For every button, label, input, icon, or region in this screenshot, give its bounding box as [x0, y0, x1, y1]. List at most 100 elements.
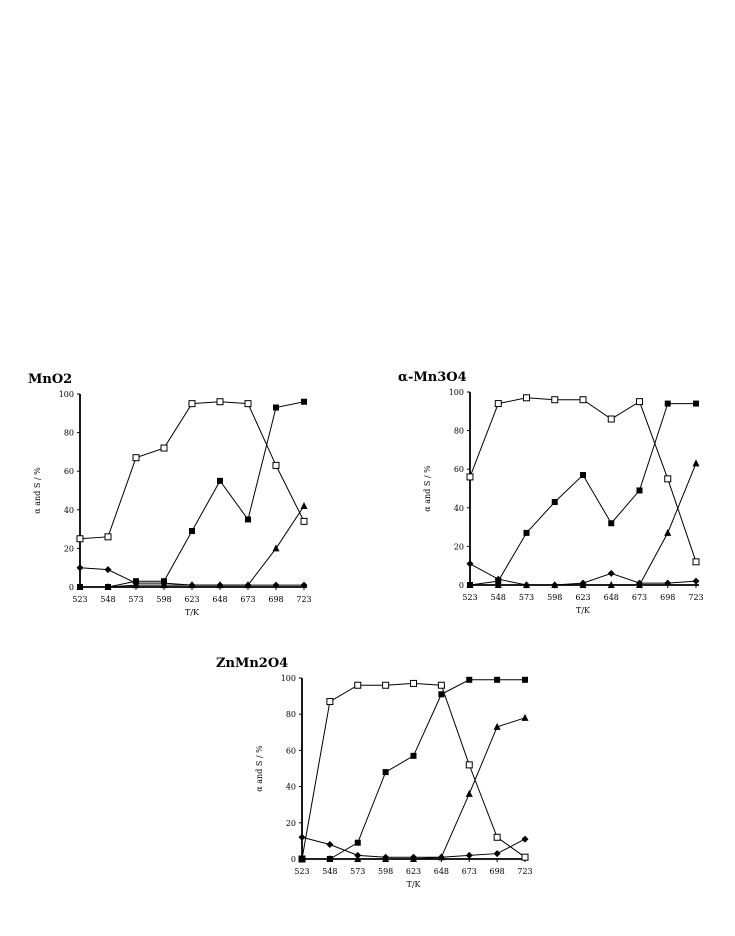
data-point-open-square — [607, 415, 615, 423]
data-point-open-square — [354, 681, 362, 689]
y-axis-label: α and S / % — [33, 467, 42, 514]
data-point-triangle — [664, 528, 672, 536]
x-tick-label: 598 — [547, 593, 562, 602]
y-tick-label: 0 — [291, 855, 296, 864]
data-point-open-square — [493, 833, 501, 841]
x-tick-label: 548 — [322, 867, 337, 876]
data-point-diamond — [465, 851, 473, 859]
x-tick-label: 573 — [519, 593, 534, 602]
x-tick-label: 523 — [462, 593, 477, 602]
data-point-diamond — [664, 579, 672, 587]
x-tick-label: 723 — [517, 867, 532, 876]
data-point-diamond — [607, 569, 615, 577]
x-tick-label: 598 — [378, 867, 393, 876]
data-point-open-square — [466, 473, 474, 481]
y-tick-label: 100 — [281, 674, 296, 683]
y-tick-label: 40 — [454, 504, 464, 513]
data-point-filled-square — [580, 471, 586, 478]
series-line-filled-square — [80, 401, 305, 588]
data-point-triangle — [493, 722, 501, 730]
data-point-filled-square — [354, 839, 361, 846]
x-tick-label: 598 — [156, 595, 171, 604]
data-point-filled-square — [273, 404, 279, 411]
data-point-open-square — [76, 535, 84, 543]
data-point-diamond — [244, 581, 252, 589]
x-tick-label: 548 — [100, 595, 115, 604]
y-tick-label: 80 — [64, 429, 74, 438]
data-point-open-square — [326, 698, 334, 706]
data-point-open-square — [664, 475, 672, 483]
data-point-open-square — [521, 853, 529, 861]
data-point-open-square — [188, 400, 196, 408]
data-point-diamond — [76, 564, 84, 572]
chart-title: MnO2 — [28, 372, 72, 387]
data-point-triangle — [692, 459, 700, 467]
data-point-diamond — [216, 581, 224, 589]
y-axis-label: α and S / % — [255, 745, 264, 792]
data-point-triangle — [521, 713, 529, 721]
data-point-diamond — [188, 581, 196, 589]
data-point-filled-square — [301, 398, 307, 405]
data-point-filled-square — [636, 487, 643, 494]
x-axis-label: T/K — [185, 608, 200, 617]
data-point-filled-square — [494, 676, 501, 683]
chart-title: α-Mn3O4 — [398, 370, 467, 385]
data-point-filled-square — [217, 477, 223, 484]
data-point-open-square — [132, 454, 140, 462]
chart-title: ZnMn2O4 — [216, 656, 288, 671]
y-tick-label: 20 — [454, 542, 464, 551]
x-tick-label: 698 — [489, 867, 504, 876]
data-point-filled-square — [466, 676, 473, 683]
data-point-diamond — [692, 577, 700, 585]
data-point-open-square — [300, 517, 308, 525]
x-tick-label: 523 — [72, 595, 87, 604]
x-tick-label: 673 — [240, 595, 255, 604]
x-tick-label: 673 — [462, 867, 477, 876]
data-point-filled-square — [551, 499, 558, 506]
data-point-diamond — [300, 581, 308, 589]
data-point-filled-square — [245, 516, 251, 523]
data-point-open-square — [636, 398, 643, 406]
y-tick-label: 60 — [454, 465, 464, 474]
data-point-diamond — [437, 853, 445, 861]
x-axis-label: T/K — [406, 880, 421, 889]
data-point-diamond — [298, 833, 306, 841]
data-point-triangle — [76, 583, 84, 590]
x-tick-label: 723 — [688, 593, 703, 602]
x-tick-label: 648 — [212, 595, 227, 604]
y-tick-label: 20 — [64, 544, 74, 553]
data-point-open-square — [382, 681, 390, 689]
data-point-diamond — [104, 566, 112, 574]
y-tick-label: 100 — [59, 390, 74, 399]
y-tick-label: 0 — [69, 583, 74, 592]
y-tick-label: 100 — [449, 388, 464, 397]
data-point-triangle — [466, 581, 474, 588]
y-tick-label: 80 — [454, 427, 464, 436]
data-point-filled-square — [382, 769, 389, 776]
data-point-open-square — [523, 394, 530, 402]
data-point-open-square — [465, 761, 473, 769]
x-tick-label: 648 — [434, 867, 449, 876]
y-tick-label: 40 — [64, 506, 74, 515]
x-axis-label: T/K — [576, 606, 591, 615]
data-point-diamond — [326, 841, 334, 849]
chart-panel-alpha-mn3o4: α-Mn3O4 0 20 40 60 80 100 523 548 573 598 623 648 67… — [398, 370, 704, 615]
x-tick-label: 698 — [660, 593, 675, 602]
data-point-diamond — [466, 560, 474, 568]
data-point-triangle — [465, 789, 473, 797]
data-point-diamond — [493, 850, 501, 858]
data-point-triangle — [300, 501, 308, 509]
data-point-triangle — [326, 855, 334, 862]
data-point-open-square — [579, 396, 587, 404]
data-point-diamond — [523, 581, 530, 589]
data-point-open-square — [216, 398, 224, 406]
series-line-filled-square — [469, 403, 696, 586]
x-tick-label: 523 — [294, 867, 309, 876]
data-point-filled-square — [522, 676, 528, 683]
data-point-diamond — [132, 579, 140, 587]
data-point-open-square — [551, 396, 559, 404]
data-point-open-square — [244, 400, 252, 408]
data-point-triangle — [298, 855, 306, 862]
data-point-diamond — [494, 575, 502, 583]
data-point-diamond — [410, 853, 417, 861]
